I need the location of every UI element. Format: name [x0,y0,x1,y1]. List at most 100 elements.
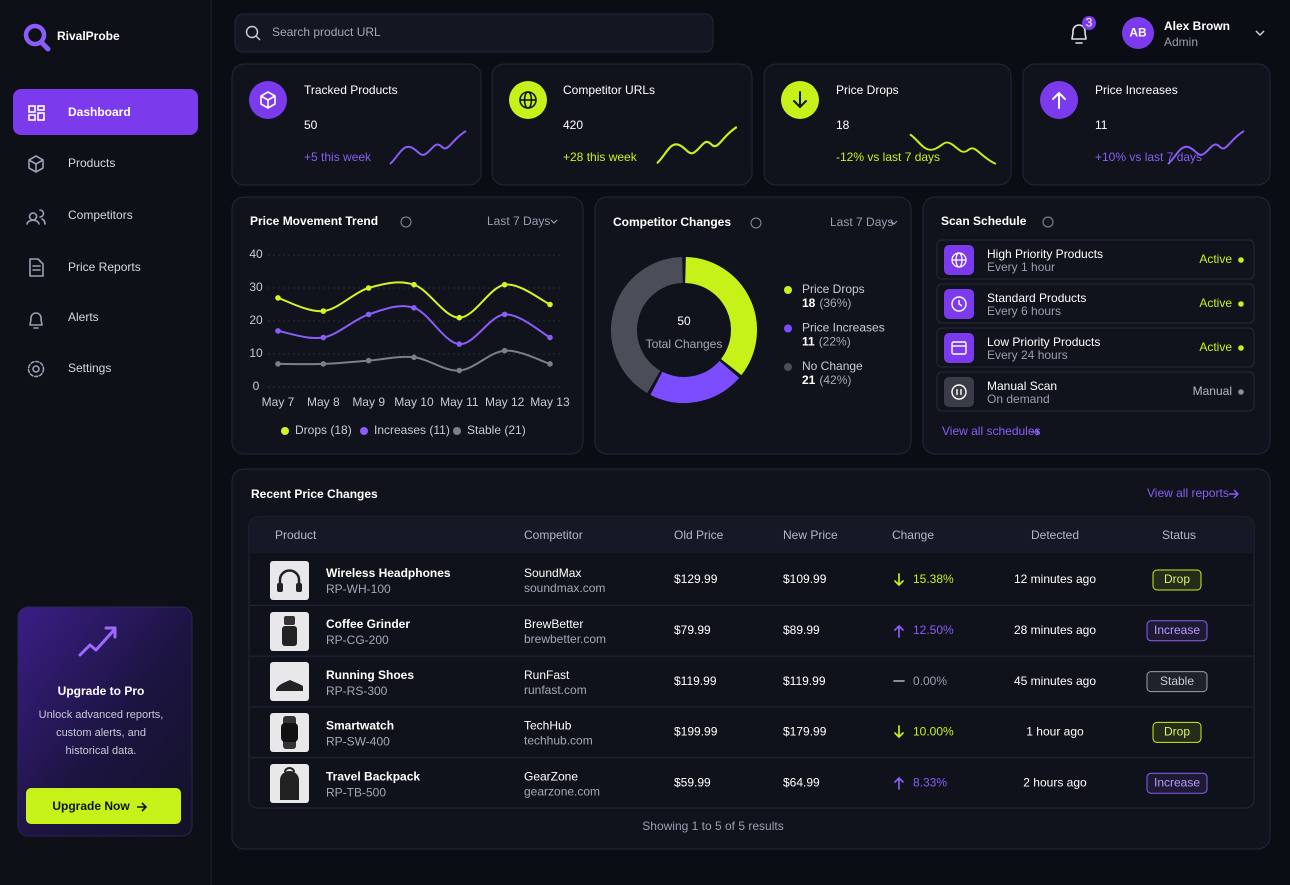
notification-count: 3 [1086,16,1093,30]
schedule-icons [944,245,974,407]
user-menu-chevron[interactable] [1255,30,1265,37]
legend-label: Price Increases [802,321,885,335]
schedule-frequency: Every 6 hours [987,304,1061,318]
bell-icon[interactable] [1071,24,1087,44]
nav-item[interactable]: Dashboard [68,105,131,119]
x-tick-label: May 7 [262,395,295,409]
schedule-item[interactable] [936,239,1255,280]
info-icon[interactable] [750,217,762,229]
status-label: Stable [1160,674,1194,688]
stat-icons [249,81,1078,119]
product-name: Running Shoes [326,668,414,682]
new-price: $119.99 [783,674,826,688]
legend-label: No Change [802,359,863,373]
schedule-name: Low Priority Products [987,335,1100,349]
schedule-item[interactable] [936,327,1255,368]
nav-item[interactable]: Price Reports [68,260,141,274]
stat-card [1022,63,1271,186]
user-name: Alex Brown [1164,19,1230,33]
schedule-card [922,196,1271,455]
competitor-domain: techhub.com [524,734,593,748]
schedule-frequency: Every 24 hours [987,348,1068,362]
nav-item[interactable]: Products [68,156,115,170]
changes-filter[interactable]: Last 7 Days [830,215,893,229]
status-label: Drop [1164,572,1190,586]
product-sku: RP-TB-500 [326,785,386,799]
schedule-name: Manual Scan [987,379,1057,393]
nav-item[interactable]: Alerts [68,310,99,324]
stat-value: 11 [1095,118,1108,132]
search-icon [245,25,259,39]
legend-dot [281,427,289,435]
column-header: Competitor [524,528,583,542]
series-point [456,367,463,374]
donut-segment [650,360,740,403]
product-sku: RP-CG-200 [326,633,389,647]
schedule-item[interactable] [936,371,1255,412]
schedule-title: Scan Schedule [941,214,1027,228]
series-point [547,301,553,308]
nav-item[interactable]: Settings [68,361,111,375]
nav-active[interactable] [13,89,198,135]
series-point [501,281,508,288]
column-header: Status [1162,528,1196,542]
price-change: 12.50% [913,623,954,637]
trend-filter[interactable]: Last 7 Days [487,214,550,228]
user-role: Admin [1164,35,1198,49]
series-point [547,361,553,367]
y-tick-label: 20 [249,313,263,327]
column-header: Detected [1031,528,1079,542]
series-point [275,295,281,301]
product-sku: RP-SW-400 [326,735,390,749]
change-arrows [893,573,905,790]
new-price: $109.99 [783,572,827,586]
series-point [547,334,553,341]
schedule-link[interactable]: View all schedules [942,424,1041,438]
table [248,516,1255,809]
schedule-item[interactable] [936,283,1255,324]
stat-value: 18 [836,118,850,132]
status-dot [1238,301,1244,307]
x-tick-label: May 11 [440,395,479,409]
competitor-name: BrewBetter [524,617,583,631]
info-icon[interactable] [1042,216,1054,228]
product-name: Travel Backpack [326,769,420,783]
upgrade-button[interactable] [26,788,181,824]
changes-title: Competitor Changes [613,215,731,229]
stat-note: +5 this week [304,150,372,164]
series-point [320,334,327,341]
legend-label: Stable (21) [467,423,526,437]
new-price: $179.99 [783,725,827,739]
legend-dot [784,324,792,333]
status-dot [1238,389,1244,395]
legend-dot [453,427,461,435]
stat-value: 420 [563,118,583,132]
legend-dot [784,363,792,371]
link-arrow [1031,428,1040,436]
y-tick-label: 0 [253,379,260,393]
series-point [456,341,463,347]
status-pill [1146,772,1208,794]
series-point [501,311,508,318]
upgrade-text-box: Unlock advanced reports, custom alerts, … [39,709,164,757]
product-thumbnails [270,561,309,803]
donut-total: 50 [677,314,691,328]
status-label: Increase [1154,623,1200,637]
upgrade-title: Upgrade to Pro [58,684,145,698]
schedule-status: Manual [1193,384,1232,398]
recent-link[interactable]: View all reports [1147,486,1229,500]
price-change: 15.38% [913,572,954,586]
avatar[interactable] [1122,17,1154,49]
x-tick-label: May 9 [352,395,385,409]
search-box[interactable] [234,13,714,53]
donut-total-label: Total Changes [646,337,723,351]
status-pill [1146,620,1208,642]
upgrade-button-label[interactable]: Upgrade Now [52,799,130,813]
status-dot [1238,345,1244,351]
old-price: $59.99 [674,775,711,789]
info-icon[interactable] [400,216,412,228]
series-point [365,285,372,291]
legend-label: Increases (11) [374,423,450,437]
nav-item[interactable]: Competitors [68,208,133,222]
